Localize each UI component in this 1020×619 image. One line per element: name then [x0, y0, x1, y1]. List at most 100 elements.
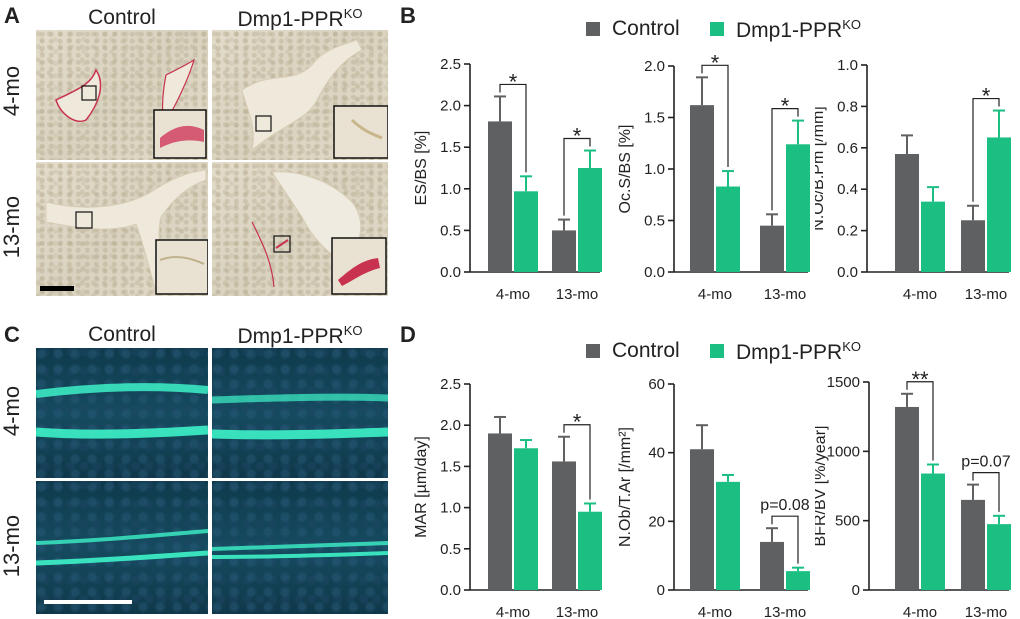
significance-bracket: [771, 515, 799, 564]
bar-control: [895, 154, 919, 272]
y-tick-label: 2.5: [440, 376, 461, 393]
y-tick-label: 500: [835, 513, 860, 530]
y-tick-label: 2.5: [440, 56, 461, 73]
scale-bar: [44, 600, 132, 604]
bar-ko: [514, 191, 538, 272]
significance-bracket: [972, 472, 1000, 512]
y-tick-label: 0.8: [837, 98, 858, 115]
column-header-control-a: Control: [88, 6, 156, 29]
panel-label-c: C: [4, 322, 20, 347]
bar-control: [488, 121, 512, 273]
x-tick-label: 4-mo: [698, 604, 732, 619]
bar-control: [690, 105, 714, 272]
legend-label-ko: Dmp1-PPRKO: [736, 339, 862, 364]
x-tick-label: 4-mo: [903, 286, 937, 303]
y-tick-label: 0.5: [644, 213, 665, 230]
legend-label-control: Control: [612, 339, 680, 362]
y-tick-label: 1.0: [440, 500, 461, 517]
y-tick-label: 0.2: [837, 223, 858, 240]
x-tick-label: 4-mo: [496, 286, 530, 303]
significance-bracket: [771, 107, 799, 211]
bar-control: [488, 433, 512, 590]
y-tick-label: 40: [648, 445, 665, 462]
chart-bfr-bv: 0 500 1000 1500 BFR/BV [%/year] 4-mo 13-mo ** p=…: [815, 367, 1011, 619]
row-label-4mo-c: 4-mo: [0, 385, 24, 437]
significance-bracket: [499, 83, 527, 173]
chart-n-oc-b-pm: 0.0 0.2 0.4 0.6 0.8 1.0 N.Oc/B.Pm [/mm] 4-mo 13-…: [815, 57, 1011, 303]
column-header-ko-c: Dmp1-PPRKO: [237, 323, 363, 348]
bar-ko: [987, 137, 1011, 272]
bone-trabeculae: [45, 169, 208, 295]
bar-ko: [987, 524, 1011, 590]
y-tick-label: 1500: [827, 374, 860, 391]
significance-label: *: [781, 94, 790, 119]
significance-bracket: [906, 381, 934, 461]
micrograph-a-control-13mo: [36, 162, 208, 296]
y-axis-label: N.Ob/T.Ar [/mm²]: [617, 427, 634, 547]
y-axis-label: BFR/BV [%/year]: [815, 426, 829, 547]
bar-control: [760, 541, 784, 590]
y-axis-label: N.Oc/B.Pm [/mm]: [815, 106, 827, 230]
bar-ko: [921, 201, 945, 272]
y-tick-label: 1.5: [440, 458, 461, 475]
y-tick-label: 1.0: [440, 181, 461, 198]
y-axis-label: Oc.S/BS [%]: [617, 125, 634, 214]
x-tick-label: 13-mo: [764, 604, 807, 619]
y-axis-label: ES/BS [%]: [413, 131, 430, 206]
micrograph-c-control-4mo: [36, 348, 208, 478]
panel-label-d: D: [400, 322, 416, 347]
bar-control: [760, 225, 784, 272]
micrograph-c-control-13mo: [36, 481, 208, 614]
bone-trabeculae: [251, 171, 387, 295]
legend-label-ko: Dmp1-PPRKO: [736, 17, 862, 42]
y-tick-label: 0.4: [837, 181, 858, 198]
significance-bracket: [701, 64, 729, 168]
significance-label: p=0.07: [961, 454, 1010, 471]
significance-label: *: [573, 410, 582, 435]
calcein-labels: [212, 541, 388, 559]
bar-ko: [716, 186, 740, 272]
significance-label: *: [711, 50, 720, 75]
chart-oc-s-bs: 0.0 0.5 1.0 1.5 2.0 Oc.S/BS [%] 4-mo 13-mo * *: [617, 50, 810, 303]
row-label-4mo-a: 4-mo: [0, 65, 24, 117]
bar-ko: [514, 448, 538, 590]
panel-label-a: A: [4, 3, 20, 28]
significance-label: *: [573, 124, 582, 149]
bar-ko: [921, 473, 945, 590]
scale-bar: [40, 286, 74, 291]
y-tick-label: 0.0: [837, 264, 858, 281]
micrograph-a-ko-4mo: [212, 30, 388, 160]
x-tick-label: 13-mo: [965, 604, 1008, 619]
y-tick-label: 60: [648, 376, 665, 393]
bone-trabeculae: [55, 58, 207, 159]
panel-label-b: B: [400, 3, 416, 28]
y-tick-label: 1000: [827, 443, 860, 460]
y-tick-label: 2.0: [440, 98, 461, 115]
y-tick-label: 1.0: [644, 161, 665, 178]
bar-control: [895, 406, 919, 590]
x-tick-label: 4-mo: [496, 604, 530, 619]
y-tick-label: 0: [852, 582, 860, 599]
legend-swatch-control: [586, 344, 600, 358]
y-tick-label: 1.5: [440, 139, 461, 156]
x-tick-label: 13-mo: [556, 604, 599, 619]
bone-trabeculae: [241, 39, 388, 159]
column-header-control-c: Control: [88, 323, 156, 346]
bar-ko: [578, 168, 602, 272]
x-tick-label: 13-mo: [556, 286, 599, 303]
significance-label: p=0.08: [760, 497, 809, 514]
bar-control: [552, 461, 576, 590]
bar-ko: [786, 571, 810, 590]
y-tick-label: 0.0: [440, 582, 461, 599]
calcein-labels: [36, 529, 208, 566]
legend-swatch-control: [586, 22, 600, 36]
legend-swatch-ko: [710, 344, 724, 358]
calcein-labels: [212, 393, 388, 440]
bar-ko: [716, 481, 740, 590]
y-tick-label: 0.0: [440, 264, 461, 281]
chart-es-bs: 0.0 0.5 1.0 1.5 2.0 2.5 ES/BS [%] 4-mo 13-mo * *: [413, 56, 602, 303]
bar-ko: [786, 144, 810, 272]
significance-bracket: [563, 137, 591, 216]
x-tick-label: 4-mo: [903, 604, 937, 619]
y-tick-label: 0: [657, 582, 665, 599]
